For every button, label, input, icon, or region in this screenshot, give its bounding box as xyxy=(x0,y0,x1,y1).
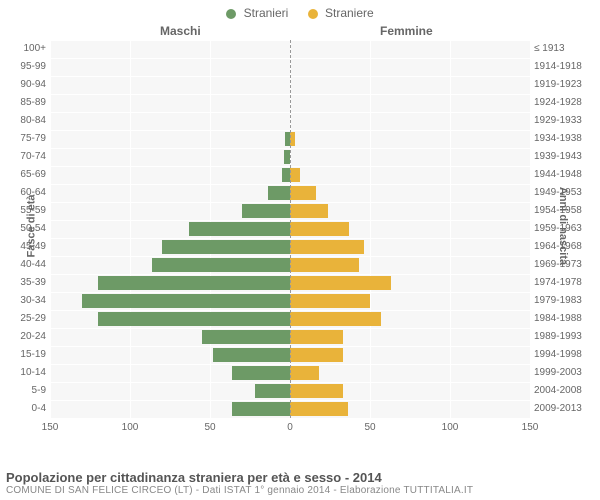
legend-item-male: Stranieri xyxy=(226,6,288,20)
y-tick-age: 80-84 xyxy=(20,115,46,126)
y-tick-birth: 2009-2013 xyxy=(534,403,582,414)
y-tick-birth: 1959-1963 xyxy=(534,223,582,234)
y-tick-birth: 1964-1968 xyxy=(534,241,582,252)
y-tick-age: 65-69 xyxy=(20,169,46,180)
center-line xyxy=(290,40,291,418)
y-tick-birth: 1939-1943 xyxy=(534,151,582,162)
y-tick-age: 90-94 xyxy=(20,79,46,90)
y-tick-birth: 1989-1993 xyxy=(534,331,582,342)
header-female: Femmine xyxy=(380,24,433,38)
y-tick-age: 35-39 xyxy=(20,277,46,288)
legend-swatch-male xyxy=(226,9,236,19)
x-tick-label: 150 xyxy=(42,422,59,433)
x-tick-label: 50 xyxy=(364,422,375,433)
y-tick-age: 15-19 xyxy=(20,349,46,360)
x-tick-label: 100 xyxy=(122,422,139,433)
caption-title: Popolazione per cittadinanza straniera p… xyxy=(6,470,594,485)
y-tick-age: 70-74 xyxy=(20,151,46,162)
y-tick-age: 50-54 xyxy=(20,223,46,234)
y-tick-age: 20-24 xyxy=(20,331,46,342)
y-tick-birth: 2004-2008 xyxy=(534,385,582,396)
y-tick-age: 60-64 xyxy=(20,187,46,198)
y-tick-birth: 1994-1998 xyxy=(534,349,582,360)
center-axis xyxy=(50,40,530,418)
x-tick-label: 0 xyxy=(287,422,293,433)
y-tick-birth: 1984-1988 xyxy=(534,313,582,324)
x-tick-label: 100 xyxy=(442,422,459,433)
y-tick-birth: 1914-1918 xyxy=(534,61,582,72)
plot: 100+95-9990-9485-8980-8475-7970-7465-696… xyxy=(50,40,530,418)
y-tick-age: 95-99 xyxy=(20,61,46,72)
y-tick-age: 25-29 xyxy=(20,313,46,324)
y-tick-birth: 1924-1928 xyxy=(534,97,582,108)
chart-area: 100+95-9990-9485-8980-8475-7970-7465-696… xyxy=(50,40,530,418)
x-tick-label: 50 xyxy=(204,422,215,433)
y-tick-age: 55-59 xyxy=(20,205,46,216)
y-tick-age: 40-44 xyxy=(20,259,46,270)
y-tick-age: 0-4 xyxy=(32,403,46,414)
x-axis: 15010050050100150 xyxy=(50,418,530,438)
y-tick-birth: 1979-1983 xyxy=(534,295,582,306)
legend-label-female: Straniere xyxy=(325,6,374,20)
y-tick-birth: 1929-1933 xyxy=(534,115,582,126)
y-tick-age: 5-9 xyxy=(32,385,46,396)
y-tick-birth: 1954-1958 xyxy=(534,205,582,216)
y-tick-age: 85-89 xyxy=(20,97,46,108)
legend: Stranieri Straniere xyxy=(0,0,600,24)
caption-subtitle: COMUNE DI SAN FELICE CIRCEO (LT) - Dati … xyxy=(6,485,594,496)
y-tick-age: 10-14 xyxy=(20,367,46,378)
caption: Popolazione per cittadinanza straniera p… xyxy=(6,470,594,496)
y-tick-age: 100+ xyxy=(23,43,46,54)
y-tick-birth: ≤ 1913 xyxy=(534,43,565,54)
x-tick-label: 150 xyxy=(522,422,539,433)
y-tick-birth: 1934-1938 xyxy=(534,133,582,144)
y-tick-age: 75-79 xyxy=(20,133,46,144)
legend-swatch-female xyxy=(308,9,318,19)
y-tick-birth: 1919-1923 xyxy=(534,79,582,90)
legend-item-female: Straniere xyxy=(308,6,374,20)
legend-label-male: Stranieri xyxy=(244,6,289,20)
y-tick-age: 30-34 xyxy=(20,295,46,306)
y-tick-birth: 1944-1948 xyxy=(534,169,582,180)
y-tick-birth: 1949-1953 xyxy=(534,187,582,198)
header-male: Maschi xyxy=(160,24,201,38)
column-headers: Maschi Femmine xyxy=(0,24,600,40)
y-tick-birth: 1999-2003 xyxy=(534,367,582,378)
y-tick-birth: 1974-1978 xyxy=(534,277,582,288)
y-tick-age: 45-49 xyxy=(20,241,46,252)
y-tick-birth: 1969-1973 xyxy=(534,259,582,270)
gridline-v xyxy=(530,40,531,418)
